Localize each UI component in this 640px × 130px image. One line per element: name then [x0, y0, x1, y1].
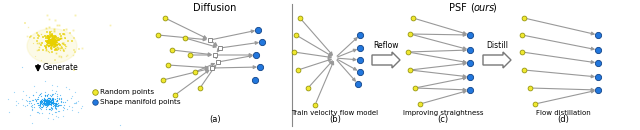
Text: (d): (d) — [557, 115, 569, 124]
Text: Diffusion: Diffusion — [193, 3, 237, 13]
Text: ours: ours — [474, 3, 495, 13]
Text: ): ) — [492, 3, 496, 13]
Text: Train velocity flow model: Train velocity flow model — [291, 110, 379, 116]
Text: Distill: Distill — [486, 41, 508, 50]
Polygon shape — [483, 52, 511, 68]
Polygon shape — [372, 52, 400, 68]
Text: Shape manifold points: Shape manifold points — [100, 99, 180, 105]
Text: (c): (c) — [437, 115, 449, 124]
Text: Flow distillation: Flow distillation — [536, 110, 590, 116]
Ellipse shape — [27, 28, 77, 63]
Text: Reflow: Reflow — [373, 41, 399, 50]
Text: (b): (b) — [329, 115, 341, 124]
Text: (a): (a) — [209, 115, 221, 124]
Text: Improving straightness: Improving straightness — [403, 110, 483, 116]
Text: (: ( — [470, 3, 474, 13]
Text: PSF: PSF — [449, 3, 470, 13]
Text: Generate: Generate — [43, 63, 79, 73]
Text: Random points: Random points — [100, 89, 154, 95]
